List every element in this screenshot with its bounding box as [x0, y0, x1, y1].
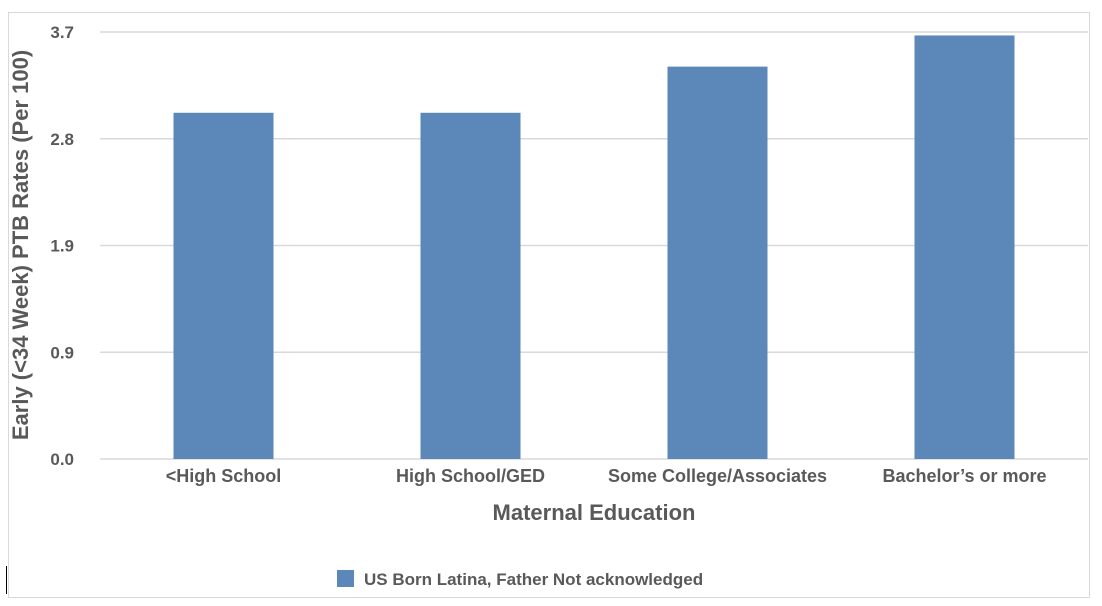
- text-cursor: [6, 566, 7, 594]
- x-tick-label: Some College/Associates: [608, 466, 827, 486]
- legend: US Born Latina, Father Not acknowledged: [337, 570, 703, 589]
- x-axis-title: Maternal Education: [493, 500, 696, 525]
- bar: [667, 66, 768, 460]
- bar: [420, 112, 521, 459]
- y-tick-label: 3.7: [50, 23, 74, 42]
- y-axis-title: Early (<34 Week) PTB Rates (Per 100): [8, 50, 33, 440]
- y-tick-label: 2.8: [50, 130, 74, 149]
- bar: [914, 35, 1015, 460]
- y-tick-label: 1.9: [50, 237, 74, 256]
- legend-swatch: [337, 570, 354, 587]
- x-tick-label: Bachelor’s or more: [882, 466, 1046, 486]
- y-tick-label: 0.9: [50, 343, 74, 362]
- y-axis-ticks: 0.0 0.9 1.9 2.8 3.7: [50, 23, 74, 469]
- x-axis-ticks: <High School High School/GED Some College/…: [166, 466, 1047, 486]
- y-tick-label: 0.0: [50, 450, 74, 469]
- legend-label: US Born Latina, Father Not acknowledged: [364, 570, 703, 589]
- x-tick-label: <High School: [166, 466, 282, 486]
- x-tick-label: High School/GED: [396, 466, 545, 486]
- bar: [173, 112, 274, 459]
- bars: [173, 35, 1015, 460]
